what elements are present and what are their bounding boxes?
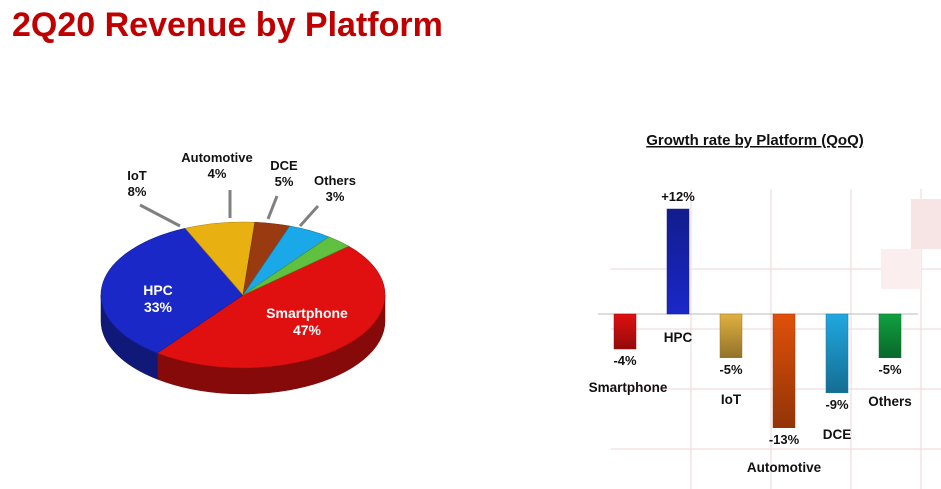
pie-label-others: Others: [314, 173, 356, 188]
pie-value-others: 3%: [326, 189, 345, 204]
bar-category-label-others: Others: [868, 394, 912, 409]
pie-label-hpc: HPC: [143, 282, 173, 298]
bar-automotive: [772, 313, 796, 428]
pie-label-iot: IoT: [127, 168, 147, 183]
bar-hpc: [666, 208, 690, 315]
pie-leader-line-iot: [139, 203, 181, 228]
pie-slice-hpc: [100, 227, 244, 354]
pie-value-smartphone: 47%: [293, 322, 322, 338]
pie-leader-line-others: [298, 204, 320, 228]
pie-label-automotive: Automotive: [181, 150, 253, 165]
bar-others: [878, 313, 902, 358]
bar-category-label-iot: IoT: [721, 392, 742, 407]
pie-value-iot: 8%: [128, 184, 147, 199]
bar-value-label-iot: -5%: [719, 362, 743, 377]
pie-label-smartphone: Smartphone: [266, 305, 348, 321]
pie-leader-line-dce: [266, 195, 279, 220]
bar-chart-title: Growth rate by Platform (QoQ): [646, 132, 864, 149]
pie-value-automotive: 4%: [208, 166, 227, 181]
pie-label-dce: DCE: [270, 158, 298, 173]
pie-value-dce: 5%: [275, 174, 294, 189]
bar-value-label-smartphone: -4%: [613, 353, 637, 368]
bar-category-label-smartphone: Smartphone: [589, 380, 668, 395]
bar-value-label-automotive: -13%: [769, 432, 800, 447]
bar-category-label-automotive: Automotive: [747, 460, 822, 475]
pie-slice-others: [242, 236, 350, 296]
pie-value-hpc: 33%: [144, 299, 173, 315]
bar-value-label-dce: -9%: [825, 397, 849, 412]
pie-slice-smartphone: [156, 245, 386, 369]
bar-category-label-dce: DCE: [823, 427, 852, 442]
bar-category-label-hpc: HPC: [664, 330, 693, 345]
bar-smartphone: [613, 313, 637, 350]
bar-value-label-others: -5%: [878, 362, 902, 377]
bar-value-label-hpc: +12%: [661, 189, 695, 204]
bar-iot: [719, 313, 743, 358]
bar-dce: [825, 313, 849, 393]
page-title: 2Q20 Revenue by Platform: [12, 6, 443, 44]
